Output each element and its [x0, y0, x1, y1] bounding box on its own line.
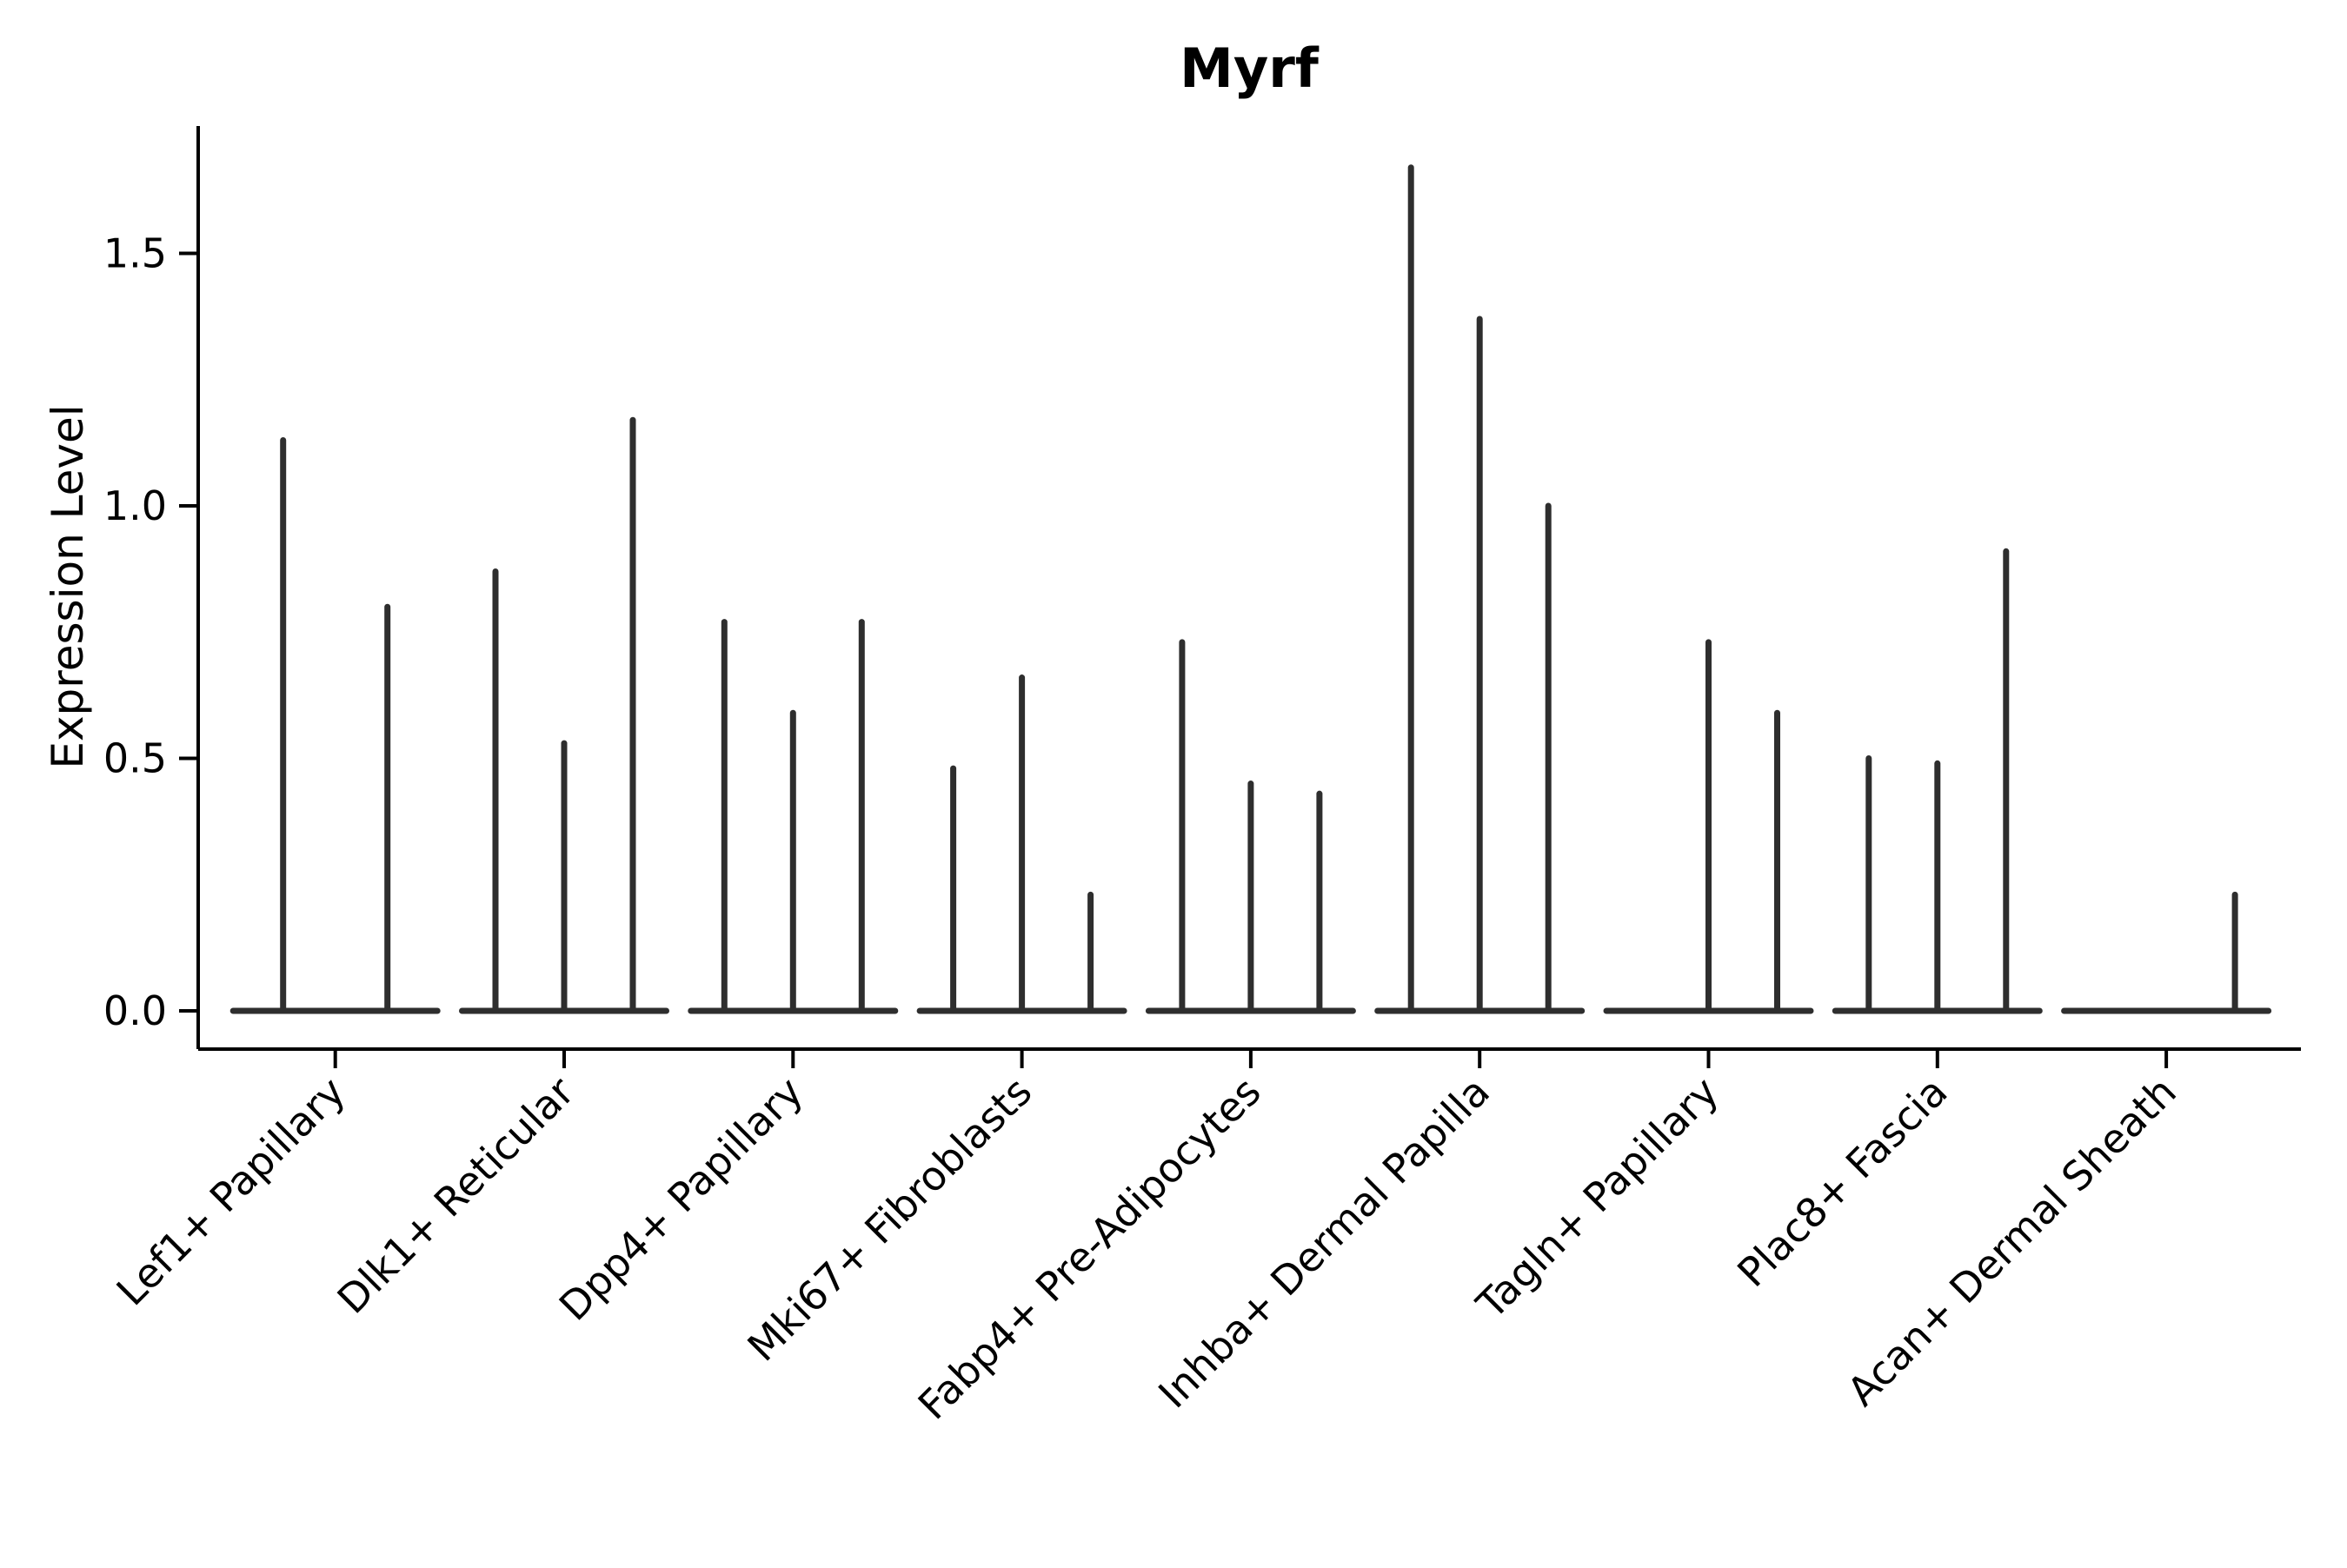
x-tick-label: Dlk1+ Reticular [329, 1068, 583, 1323]
y-axis-label: Expression Level [43, 404, 93, 768]
violin-baseline [229, 1007, 441, 1014]
y-tick-label: 0.5 [103, 735, 167, 782]
y-tick-label: 1.5 [103, 230, 167, 277]
violin-layer [229, 164, 2272, 1014]
x-tick-label: Lef1+ Papillary [108, 1068, 355, 1315]
y-tick-label: 0.0 [103, 987, 167, 1034]
x-tick-label: Dpp4+ Papillary [550, 1068, 812, 1330]
chart-title: Myrf [1180, 37, 1320, 100]
violin-baseline [2061, 1007, 2272, 1014]
x-tick-label: Plac8+ Fascia [1728, 1068, 1956, 1296]
x-tick-label: Tagln+ Papillary [1467, 1068, 1728, 1329]
y-tick-label: 1.0 [103, 482, 167, 529]
